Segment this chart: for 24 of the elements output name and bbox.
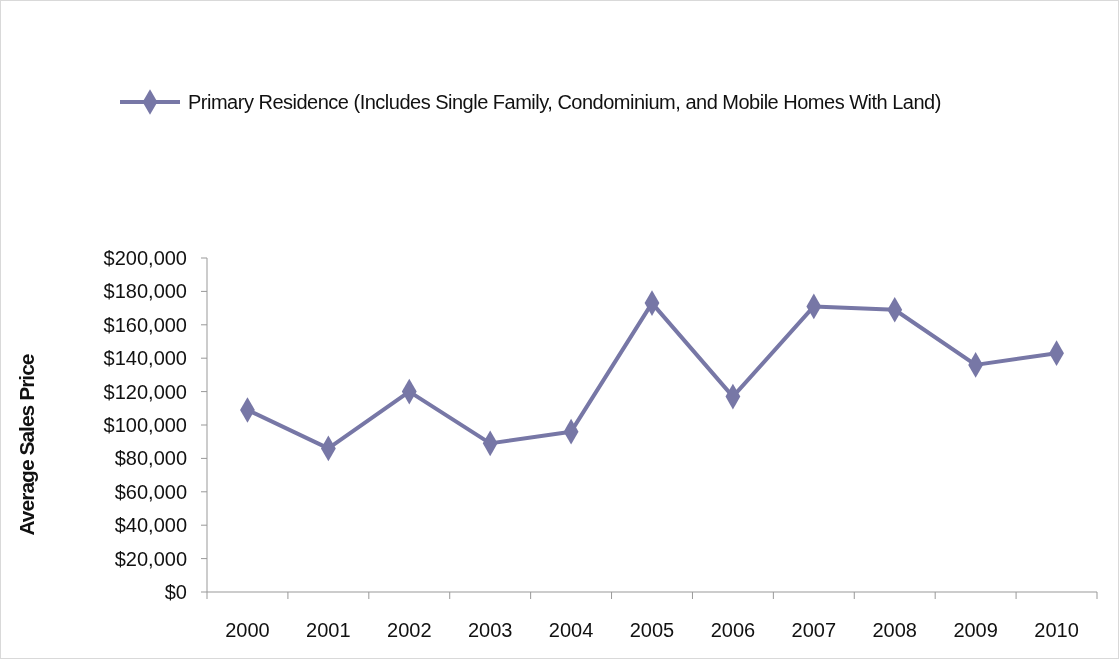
x-tick-label: 2009 [953,619,998,641]
x-tick-label: 2003 [467,619,513,641]
y-tick-label: $120,000 [103,380,187,403]
x-tick-label: 2000 [225,619,270,641]
y-tick-label: $100,000 [103,414,187,436]
legend-label: Primary Residence (Includes Single Family, Condominium, and Mobile Homes With Land) [188,91,941,113]
x-tick-label: 2004 [548,619,594,641]
y-tick-label: $0 [164,581,187,603]
y-tick-label: $60,000 [114,480,187,503]
x-tick-label: 2002 [387,619,432,641]
y-tick-label: $160,000 [103,313,187,336]
y-tick-label: $140,000 [103,347,187,370]
x-tick-label: 2008 [872,619,917,641]
x-tick-label: 2001 [306,619,351,641]
y-tick-label: $40,000 [114,514,187,537]
x-tick-label: 2010 [1034,619,1079,641]
x-tick-label: 2005 [629,619,675,641]
x-tick-label: 2006 [710,619,756,641]
y-tick-label: $200,000 [103,247,187,269]
y-tick-label: $80,000 [114,447,187,470]
x-tick-label: 2007 [791,619,837,641]
y-axis-title: Average Sales Price [15,354,38,536]
y-tick-label: $180,000 [103,280,187,303]
y-tick-label: $20,000 [114,547,187,570]
